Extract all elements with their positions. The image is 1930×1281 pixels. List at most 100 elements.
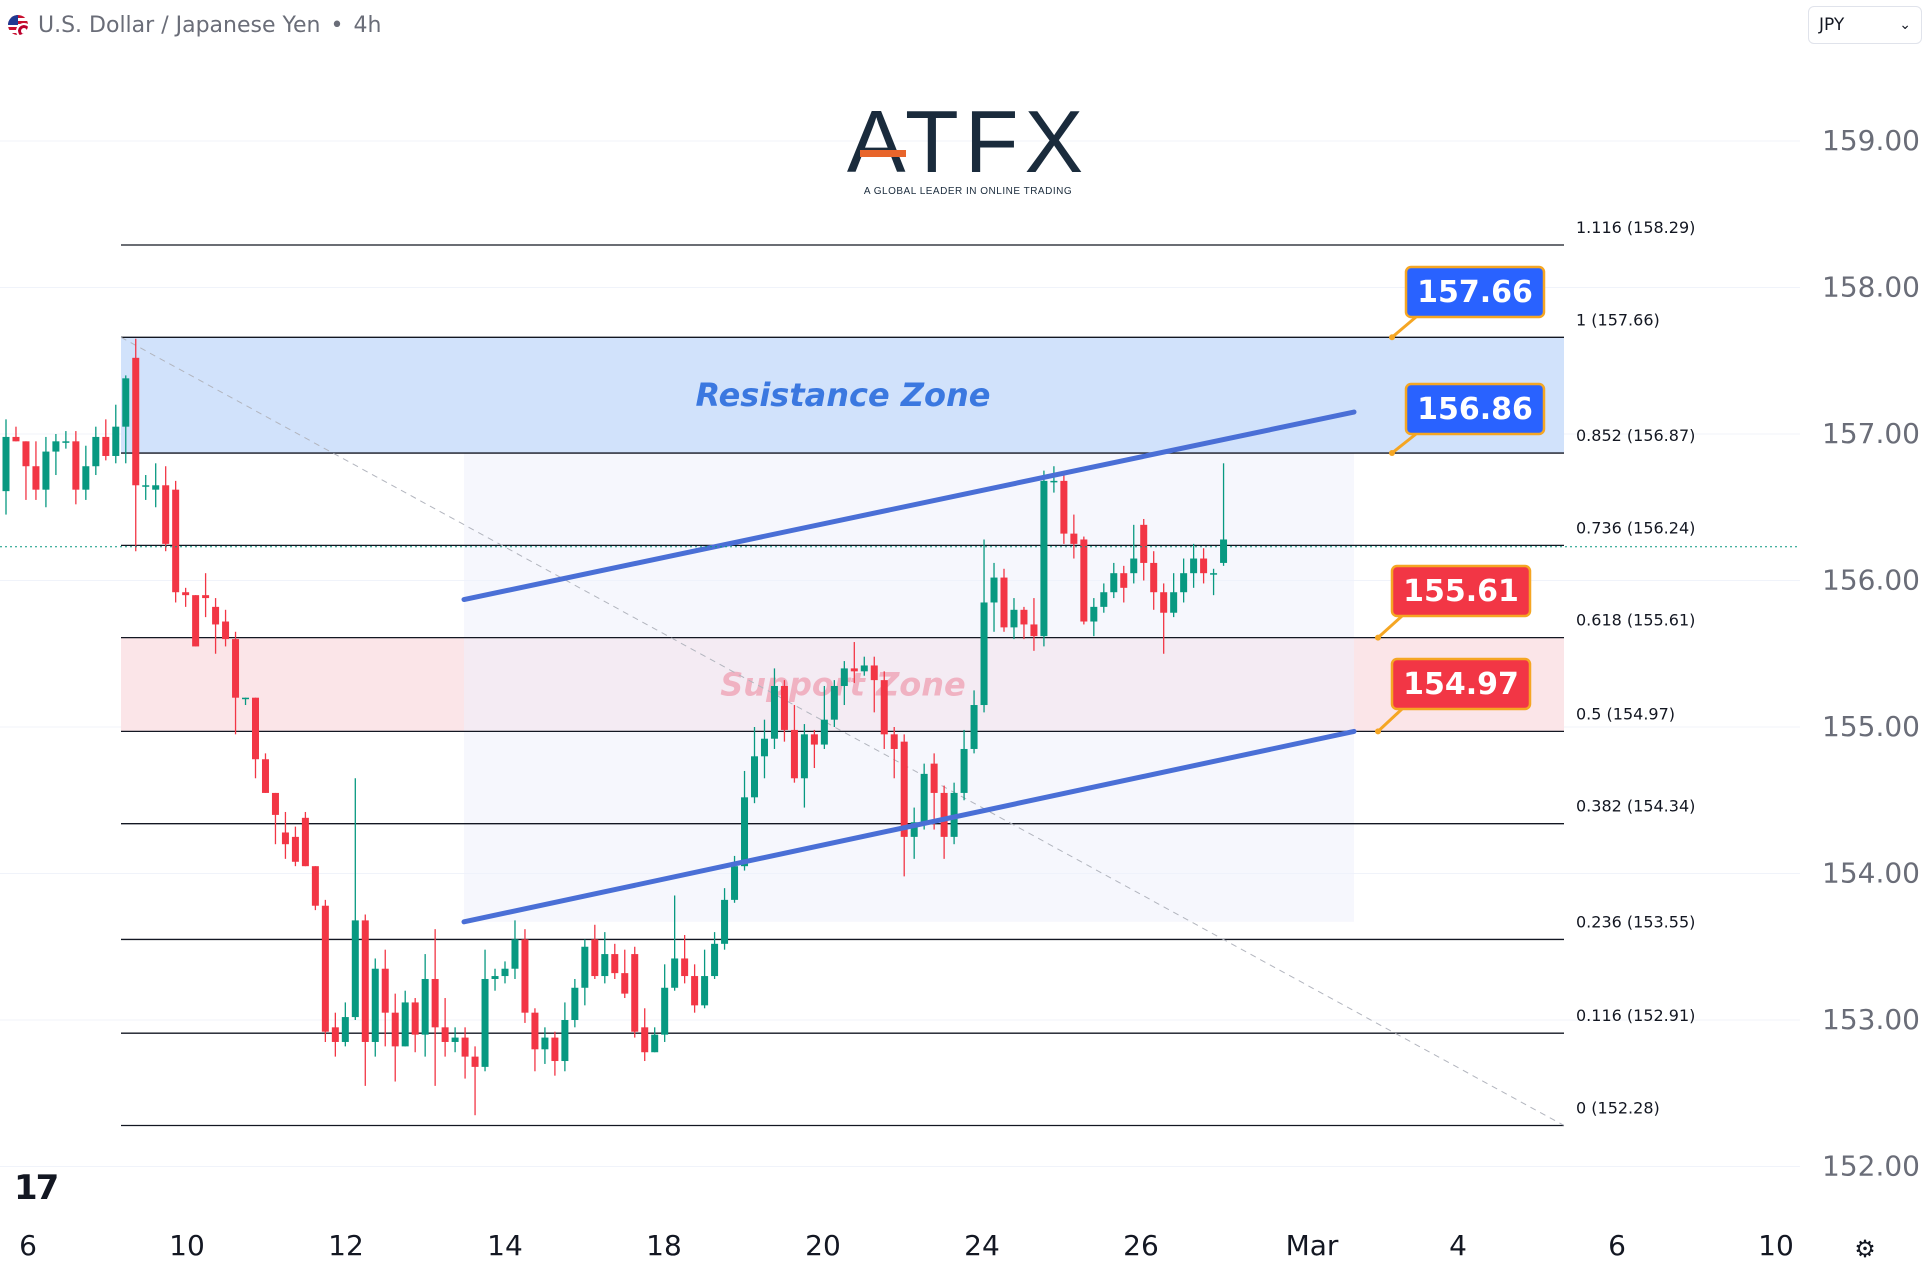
candle: [641, 1008, 649, 1062]
candle: [242, 697, 250, 706]
candle: [142, 475, 150, 500]
candle: [421, 954, 429, 1057]
candle: [581, 939, 589, 1006]
candle-body: [32, 466, 40, 490]
settings-icon[interactable]: ⚙: [1854, 1235, 1876, 1263]
callout-anchor: [1375, 634, 1381, 641]
candle: [122, 375, 130, 464]
candle: [601, 932, 609, 984]
candle-body: [1010, 609, 1018, 628]
fib-level-label: 0.116 (152.91): [1576, 1006, 1695, 1025]
atfx-logo-text: ATFX: [847, 92, 1089, 191]
candle-body: [1040, 480, 1048, 637]
candle: [391, 993, 399, 1082]
price-callout[interactable]: 155.61: [1375, 564, 1532, 641]
candle-body: [1060, 480, 1068, 534]
candle-body: [920, 773, 928, 823]
candle: [561, 1002, 569, 1072]
fibonacci-retracement: 1.116 (158.29) 1 (157.66) 0.852 (156.87) 0.…: [121, 218, 1695, 1127]
channel-lower-line: [461, 728, 1357, 925]
tradingview-logo[interactable]: 17: [14, 1168, 59, 1208]
symbol-title[interactable]: U.S. Dollar / Japanese Yen: [38, 12, 321, 38]
candle-body: [661, 987, 669, 1035]
candle: [691, 964, 699, 1013]
price-zones: Resistance ZoneSupport Zone: [121, 337, 1564, 922]
candle: [621, 949, 629, 999]
time-axis[interactable]: 6 10 12 14 18 20 24 26 Mar 4 6 10: [19, 1229, 1794, 1262]
candle: [381, 949, 389, 1047]
candle-body: [930, 763, 938, 793]
price-tick-label: 156.00: [1822, 564, 1920, 597]
candle-body: [751, 756, 758, 798]
candle: [980, 539, 988, 713]
channel-upper-line: [461, 409, 1357, 603]
candle: [1100, 583, 1108, 613]
candle: [850, 642, 858, 684]
candle-body: [202, 595, 210, 599]
candle-body: [1130, 558, 1138, 574]
candle-body: [721, 899, 729, 944]
price-callout[interactable]: 157.66: [1389, 265, 1546, 341]
candle: [790, 705, 798, 783]
candle-body: [1050, 480, 1058, 483]
currency-select[interactable]: JPY ⌄: [1808, 6, 1922, 44]
candle: [551, 1031, 559, 1076]
candle-body: [1000, 577, 1008, 628]
candle: [671, 895, 679, 991]
interval-label[interactable]: 4h: [353, 12, 382, 38]
candle: [152, 463, 160, 508]
candle-body: [970, 705, 978, 749]
candle: [1030, 598, 1038, 651]
candle: [491, 968, 499, 991]
candle: [511, 920, 519, 979]
candle-body: [2, 436, 10, 492]
fib-level-label: 1.116 (158.29): [1576, 218, 1695, 237]
candle-body: [760, 738, 768, 757]
candle-body: [990, 577, 998, 603]
candle-body: [441, 1027, 449, 1042]
price-callout[interactable]: 156.86: [1389, 382, 1546, 457]
candle: [361, 914, 369, 1086]
atfx-logo: ATFX A GLOBAL LEADER IN ONLINE TRADING: [847, 92, 1089, 197]
candle-body: [311, 866, 319, 906]
candle: [1160, 583, 1168, 654]
price-axis[interactable]: 159.00 158.00 157.00 156.00 155.00 154.00 153.…: [1822, 124, 1920, 1183]
candle-body: [391, 1012, 399, 1047]
candle: [651, 1027, 659, 1053]
candle: [1180, 558, 1188, 603]
candle: [62, 431, 70, 449]
candle-body: [82, 466, 90, 490]
candle-body: [182, 592, 190, 596]
candle-body: [741, 797, 749, 867]
price-callout[interactable]: 154.97: [1375, 657, 1532, 735]
currency-select-value: JPY: [1819, 15, 1845, 35]
candle: [321, 899, 329, 1042]
time-tick-label: Mar: [1286, 1229, 1339, 1262]
candle: [870, 656, 878, 713]
candle: [32, 441, 40, 500]
candle: [451, 1027, 459, 1053]
candle: [990, 562, 998, 632]
candle: [571, 978, 579, 1028]
time-tick-label: 6: [1608, 1229, 1626, 1262]
candle-body: [591, 939, 599, 977]
candle: [741, 770, 749, 871]
candle-body: [701, 976, 709, 1006]
candle-body: [92, 436, 100, 467]
price-tick-label: 159.00: [1822, 124, 1920, 157]
candle-body: [1080, 539, 1088, 622]
candle: [311, 866, 319, 911]
candle: [12, 426, 20, 442]
candle-body: [621, 973, 629, 994]
candle-body: [212, 606, 220, 625]
price-tick-label: 154.00: [1822, 857, 1920, 890]
candle-body: [1030, 624, 1038, 637]
candle: [461, 1027, 469, 1079]
candle-body: [152, 485, 160, 490]
candle: [681, 935, 689, 984]
candle-body: [1150, 562, 1158, 593]
callout-price-text: 154.97: [1403, 667, 1519, 702]
fib-level-label: 0.618 (155.61): [1576, 611, 1695, 630]
candle-body: [12, 436, 20, 442]
